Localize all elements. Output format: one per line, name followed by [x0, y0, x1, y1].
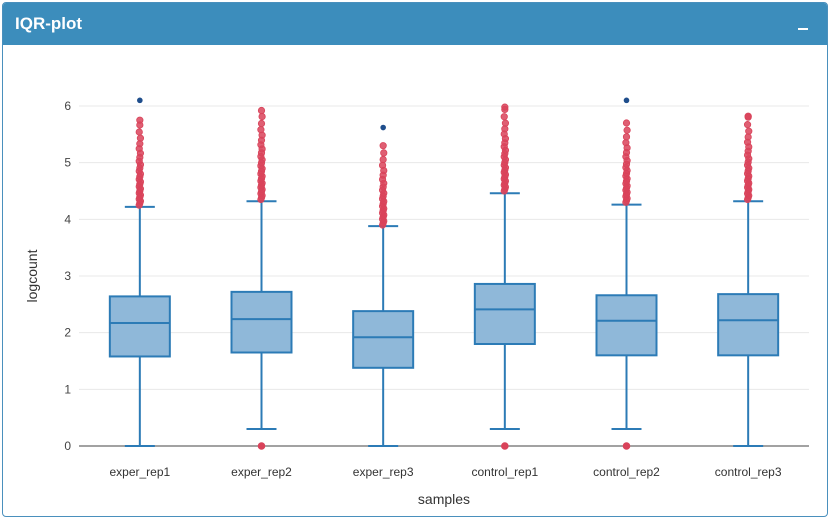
chart-area: 0 1 2 3 4 5 6 logcount samples exper_rep1 exper_re…: [3, 45, 827, 516]
iqr-box: [352, 310, 415, 369]
x-tick-label: exper_rep1: [109, 465, 170, 479]
iqr-plot-panel: IQR-plot 0 1 2 3 4 5 6 logcount samples exper_rep…: [2, 2, 828, 517]
outlier-point: [379, 155, 387, 164]
outlier-point: [379, 142, 387, 150]
outlier-point: [744, 133, 752, 141]
iqr-box: [717, 293, 780, 357]
x-tick-label: control_rep3: [715, 465, 782, 479]
outlier-point: [622, 133, 631, 141]
outlier-point: [744, 112, 752, 120]
outlier-point: [136, 134, 145, 142]
outlier-point: [378, 161, 387, 169]
x-tick-label: exper_rep3: [353, 465, 414, 479]
minus-icon: [798, 28, 808, 30]
outlier-point: [745, 127, 753, 135]
x-tick-label: exper_rep2: [231, 465, 292, 479]
zero-outlier-point: [501, 442, 509, 450]
zero-outlier-point: [257, 442, 266, 450]
y-axis-label: logcount: [24, 249, 40, 302]
outlier-point: [135, 128, 143, 136]
outlier-point: [136, 116, 144, 124]
outlier-point: [623, 126, 631, 134]
iqr-box: [473, 282, 536, 345]
extreme-point: [380, 124, 386, 131]
y-tick-label: 4: [64, 212, 71, 226]
extreme-point: [137, 97, 143, 104]
y-tick-label: 1: [64, 382, 71, 396]
box-plot-chart: 0 1 2 3 4 5 6 logcount samples exper_rep1 exper_re…: [24, 97, 809, 507]
y-tick-label: 5: [64, 156, 71, 170]
x-tick-label: control_rep2: [593, 465, 660, 479]
x-axis-label: samples: [418, 491, 470, 507]
y-tick-label: 6: [64, 99, 71, 113]
iqr-box: [595, 294, 658, 357]
collapse-button[interactable]: [791, 12, 815, 36]
y-tick-label: 2: [64, 326, 71, 340]
outlier-point: [257, 106, 266, 115]
outlier-point: [622, 119, 631, 127]
iqr-box: [108, 295, 171, 358]
outlier-point: [257, 126, 265, 134]
outlier-point: [380, 149, 388, 157]
panel-header: IQR-plot: [3, 3, 827, 45]
outlier-point: [622, 139, 630, 147]
outlier-point: [743, 121, 752, 129]
outlier-point: [501, 103, 509, 111]
extreme-point: [623, 97, 630, 104]
zero-outlier-point: [622, 442, 631, 450]
outlier-point: [501, 119, 510, 127]
panel-title: IQR-plot: [15, 14, 83, 33]
iqr-box: [230, 290, 293, 354]
x-tick-label: control_rep1: [471, 465, 538, 479]
y-tick-label: 3: [64, 269, 71, 283]
outlier-point: [257, 119, 266, 128]
outlier-point: [500, 113, 508, 121]
y-tick-label: 0: [64, 439, 71, 453]
outlier-point: [258, 112, 266, 121]
